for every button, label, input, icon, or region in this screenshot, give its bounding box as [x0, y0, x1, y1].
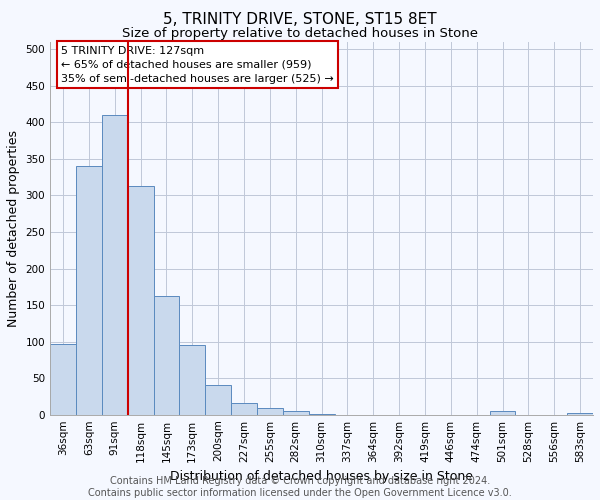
Bar — [490, 411, 515, 414]
Bar — [179, 344, 205, 414]
Text: Size of property relative to detached houses in Stone: Size of property relative to detached ho… — [122, 28, 478, 40]
Text: 5, TRINITY DRIVE, STONE, ST15 8ET: 5, TRINITY DRIVE, STONE, ST15 8ET — [163, 12, 437, 28]
Bar — [205, 385, 231, 414]
Text: 5 TRINITY DRIVE: 127sqm
← 65% of detached houses are smaller (959)
35% of semi-d: 5 TRINITY DRIVE: 127sqm ← 65% of detache… — [61, 46, 334, 84]
Bar — [154, 296, 179, 414]
Bar — [283, 411, 308, 414]
Bar — [76, 166, 102, 414]
Y-axis label: Number of detached properties: Number of detached properties — [7, 130, 20, 327]
Bar — [50, 344, 76, 414]
Bar — [128, 186, 154, 414]
Text: Contains HM Land Registry data © Crown copyright and database right 2024.
Contai: Contains HM Land Registry data © Crown c… — [88, 476, 512, 498]
X-axis label: Distribution of detached houses by size in Stone: Distribution of detached houses by size … — [170, 470, 473, 483]
Bar — [257, 408, 283, 414]
Bar — [231, 403, 257, 414]
Bar — [102, 115, 128, 414]
